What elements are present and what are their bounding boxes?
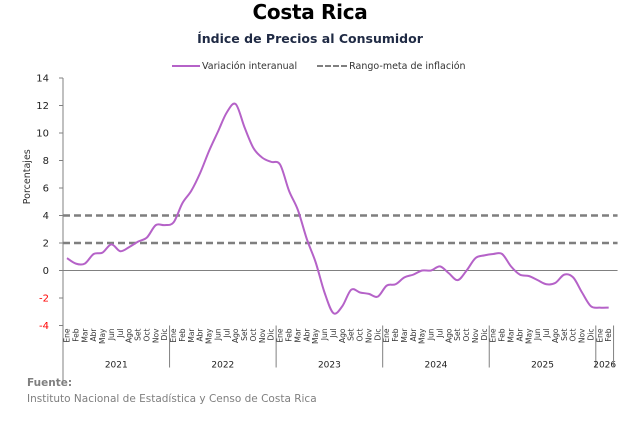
x-month-label: Feb [178,328,187,342]
x-year-label: 2022 [211,361,234,371]
x-month-label: Jun [107,328,116,341]
x-month-label: Oct [462,328,471,341]
x-month-label: May [98,328,107,344]
x-month-label: Set [240,328,249,340]
x-month-label: Dic [373,329,382,341]
x-month-label: Dic [267,329,276,341]
x-month-label: Ago [125,328,134,343]
x-month-label: Oct [142,328,151,341]
x-month-label: Set [560,328,569,340]
y-tick-label: -4 [39,321,49,332]
x-month-label: Ene [276,328,285,342]
series-line-0 [66,102,609,315]
x-month-label: Ago [444,328,453,343]
x-month-label: Ago [231,328,240,343]
legend: Variación interanual Rango-meta de infla… [172,58,486,74]
x-month-label: Nov [471,328,480,343]
legend-swatch-dashed [317,65,348,67]
x-month-label: Feb [498,328,507,342]
reference-lines [63,214,618,245]
x-month-label: Abr [302,328,311,342]
x-month-label: Mar [80,328,89,343]
x-year-label: 2025 [531,361,554,371]
x-month-label: Ene [382,328,391,342]
x-month-label: Mar [187,328,196,343]
x-month-label: May [418,328,427,344]
x-month-label: Ago [551,328,560,343]
x-month-label: Dic [480,329,489,341]
x-month-label: Feb [604,328,613,342]
legend-item-band: Rango-meta de inflación [317,60,466,72]
legend-swatch-solid [172,65,200,67]
legend-item-series: Variación interanual [172,61,297,72]
x-month-label: Ene [595,328,604,342]
chart-subtitle: Índice de Precios al Consumidor [197,31,423,46]
y-tick-label: 4 [43,211,49,222]
x-month-label: Jul [542,329,551,339]
x-month-label: Dic [586,329,595,341]
x-month-label: Abr [196,328,205,342]
chart-title: Costa Rica [252,0,368,24]
x-month-label: Jun [533,328,542,341]
x-month-label: May [205,328,214,344]
series-layer [66,102,609,315]
x-month-label: Feb [285,328,294,342]
legend-label-band: Rango-meta de inflación [349,60,466,72]
x-month-label: Nov [578,328,587,343]
y-tick-label: 12 [36,101,49,112]
x-axis-ticks: Ene Feb Mar Abr May Jun Jul Ago Set Oct Nov Dic2021… [62,325,616,371]
x-month-label: Ene [63,328,72,342]
x-year-label: 2021 [105,361,128,371]
x-month-label: Abr [515,328,524,342]
y-axis-label: Porcentajes [22,149,33,204]
x-month-label: Mar [507,328,516,343]
y-axis-ticks: -4 -2 0 2 4 6 8 10 12 14 [36,74,63,332]
x-month-label: Oct [249,328,258,341]
x-month-label: Jul [435,329,444,339]
y-tick-label: 2 [43,239,49,250]
x-month-label: Ene [169,328,178,342]
x-month-label: Jun [320,328,329,341]
y-tick-label: -2 [39,294,49,305]
x-year-label: 2024 [425,361,448,371]
y-tick-label: 8 [43,156,49,167]
x-month-label: Dic [160,329,169,341]
x-month-label: Abr [89,328,98,342]
x-month-label: Jul [329,329,338,339]
x-month-label: Nov [364,328,373,343]
source-text: Instituto Nacional de Estadística y Cens… [27,393,317,405]
y-tick-label: 10 [36,129,49,140]
x-month-label: Oct [569,328,578,341]
x-month-label: Feb [391,328,400,342]
source-label: Fuente: [27,377,73,389]
x-month-label: Nov [258,328,267,343]
x-month-label: Jun [213,328,222,341]
y-tick-label: 14 [36,74,49,85]
x-month-label: Nov [151,328,160,343]
y-tick-label: 0 [43,266,49,277]
x-month-label: Set [347,328,356,340]
x-month-label: Jun [427,328,436,341]
y-tick-label: 6 [43,184,49,195]
x-month-label: Abr [409,328,418,342]
x-month-label: Ago [338,328,347,343]
x-year-label: 2026 [593,361,616,371]
x-month-label: Jul [222,329,231,339]
x-month-label: Feb [71,328,80,342]
legend-label-series: Variación interanual [202,60,298,72]
x-month-label: Set [453,328,462,340]
x-month-label: Jul [116,329,125,339]
x-month-label: Mar [400,328,409,343]
x-month-label: Oct [356,328,365,341]
x-month-label: Ene [489,328,498,342]
x-month-label: Mar [293,328,302,343]
x-month-label: Set [134,328,143,340]
x-year-label: 2023 [318,361,341,371]
x-month-label: May [524,328,533,344]
x-month-label: May [311,328,320,344]
